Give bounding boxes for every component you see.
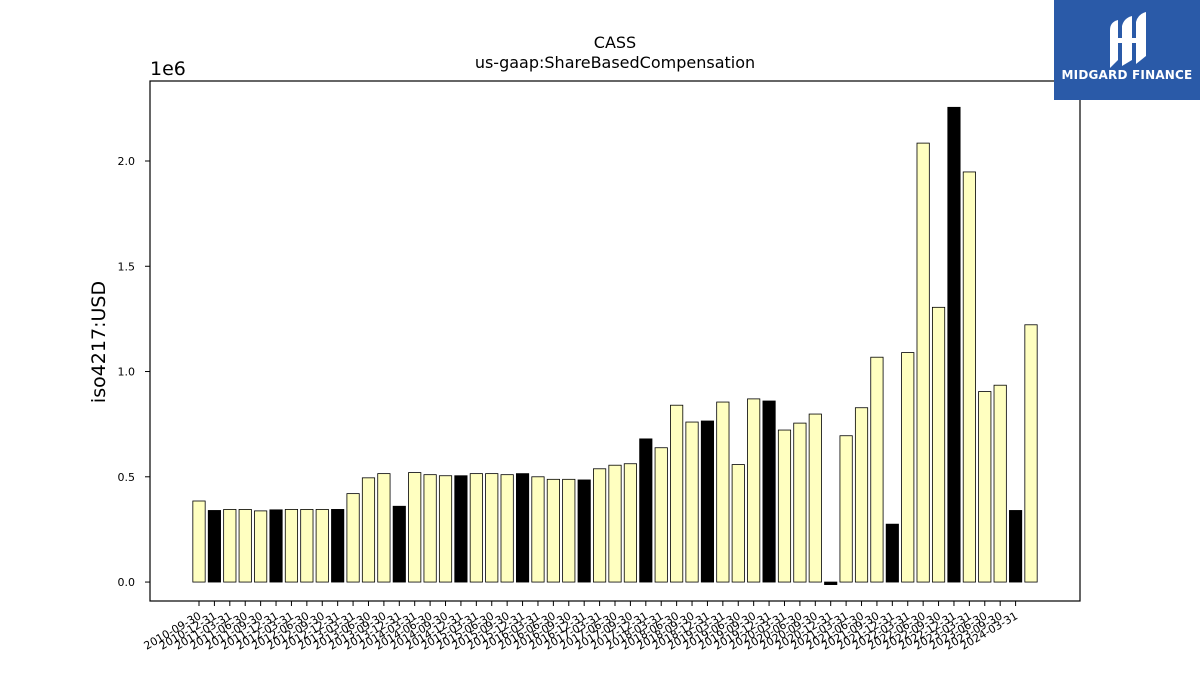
bar [808, 413, 822, 583]
y-tick-label: 1.0 [118, 366, 136, 379]
bar [993, 384, 1007, 583]
bar [300, 509, 314, 583]
bar [747, 398, 761, 583]
logo-text: MIDGARD FINANCE [1061, 68, 1193, 82]
bar [269, 509, 283, 583]
bar [593, 468, 607, 583]
bar [408, 472, 422, 583]
bar [500, 474, 514, 583]
bar [531, 476, 545, 583]
bar [238, 509, 252, 583]
bar [423, 474, 437, 583]
chart-subtitle: us-gaap:ShareBasedCompensation [475, 53, 755, 72]
bar [623, 463, 637, 583]
bar [284, 509, 299, 583]
bar [438, 475, 453, 583]
bar [854, 407, 869, 583]
bar [254, 510, 268, 583]
bar [361, 477, 376, 583]
bar [331, 509, 345, 583]
bar [685, 421, 699, 583]
bar [901, 352, 915, 583]
bar [546, 478, 560, 583]
bar [916, 142, 930, 583]
bar [469, 473, 483, 583]
y-axis-ticks: 0.0 0.5 1.0 1.5 2.0 [118, 155, 150, 589]
y-tick-label: 1.5 [118, 260, 136, 273]
y-tick-label: 2.0 [118, 155, 136, 168]
bar [192, 500, 206, 583]
bar [978, 391, 992, 583]
bar [608, 464, 622, 583]
x-axis-ticks: 2010-09-302010-12-312011-03-312011-06-30… [142, 601, 1020, 653]
bar [654, 447, 668, 583]
midgard-finance-logo: MIDGARD FINANCE [1054, 0, 1200, 100]
bar [839, 435, 853, 583]
bar [1024, 324, 1038, 583]
bar [639, 438, 653, 583]
bar [454, 475, 468, 583]
bar [947, 106, 961, 583]
bar [377, 473, 391, 583]
plot-frame [149, 80, 1081, 602]
bar [1009, 510, 1023, 583]
bar [577, 479, 591, 583]
y-tick-label: 0.0 [118, 576, 136, 589]
bar [731, 464, 745, 583]
bar [824, 581, 838, 585]
bar-series [192, 106, 1038, 585]
bar [515, 473, 530, 583]
midgard-logo-icon [1110, 12, 1146, 68]
bar [793, 422, 807, 583]
bar [777, 429, 792, 583]
bar [962, 171, 976, 583]
bar [716, 401, 730, 583]
y-tick-label: 0.5 [118, 471, 136, 484]
y-axis-label: iso4217:USD [88, 281, 110, 403]
bar [562, 478, 576, 583]
bar [670, 404, 684, 583]
bar [931, 306, 946, 583]
bar [207, 510, 221, 583]
bar [392, 505, 406, 583]
bar [762, 400, 776, 583]
bar [885, 523, 899, 583]
bar [315, 509, 329, 583]
bar [223, 509, 237, 583]
bar [485, 473, 499, 583]
y-axis-multiplier-label: 1e6 [150, 58, 186, 80]
bar [870, 356, 884, 583]
bar [346, 493, 360, 583]
chart-title: CASS [594, 33, 636, 52]
bar [700, 420, 715, 583]
